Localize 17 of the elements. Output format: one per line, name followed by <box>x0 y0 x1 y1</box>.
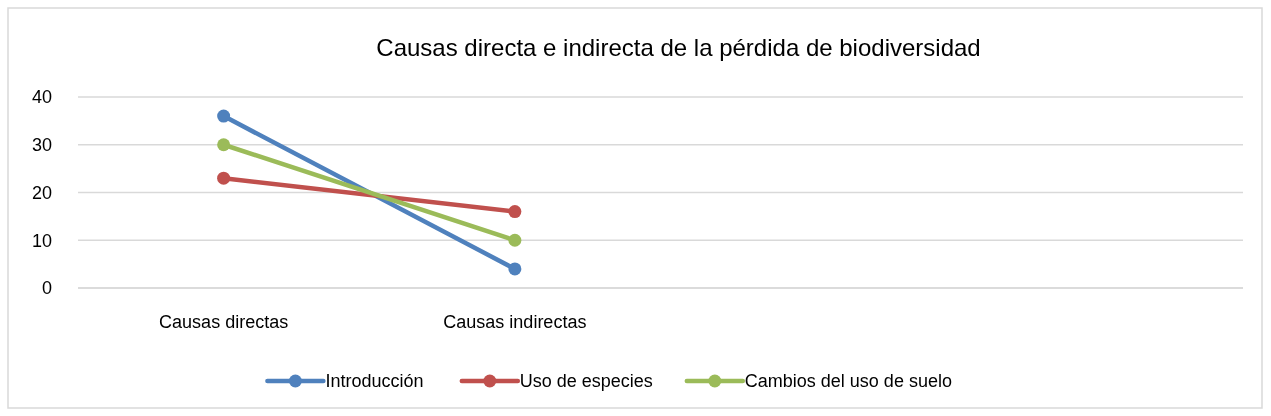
point <box>217 109 231 123</box>
y-tick-label: 30 <box>31 135 52 156</box>
legend-label: Cambios del uso de suelo <box>744 371 952 392</box>
chart-title: Causas directa e indirecta de la pérdida de biodiversidad <box>376 34 981 61</box>
y-tick-label: 0 <box>41 278 52 299</box>
y-tick-label: 20 <box>31 182 52 203</box>
y-tick-label: 40 <box>31 87 52 108</box>
y-tick-label: 10 <box>31 230 52 251</box>
point <box>508 205 522 219</box>
point <box>508 262 522 276</box>
x-tick-label: Causas directas <box>159 312 289 332</box>
legend-label: Introducción <box>325 371 424 392</box>
legend-label: Uso de especies <box>519 371 653 392</box>
point <box>508 233 522 247</box>
x-tick-label: Causas indirectas <box>443 312 587 332</box>
point <box>217 171 231 185</box>
point <box>217 138 231 152</box>
